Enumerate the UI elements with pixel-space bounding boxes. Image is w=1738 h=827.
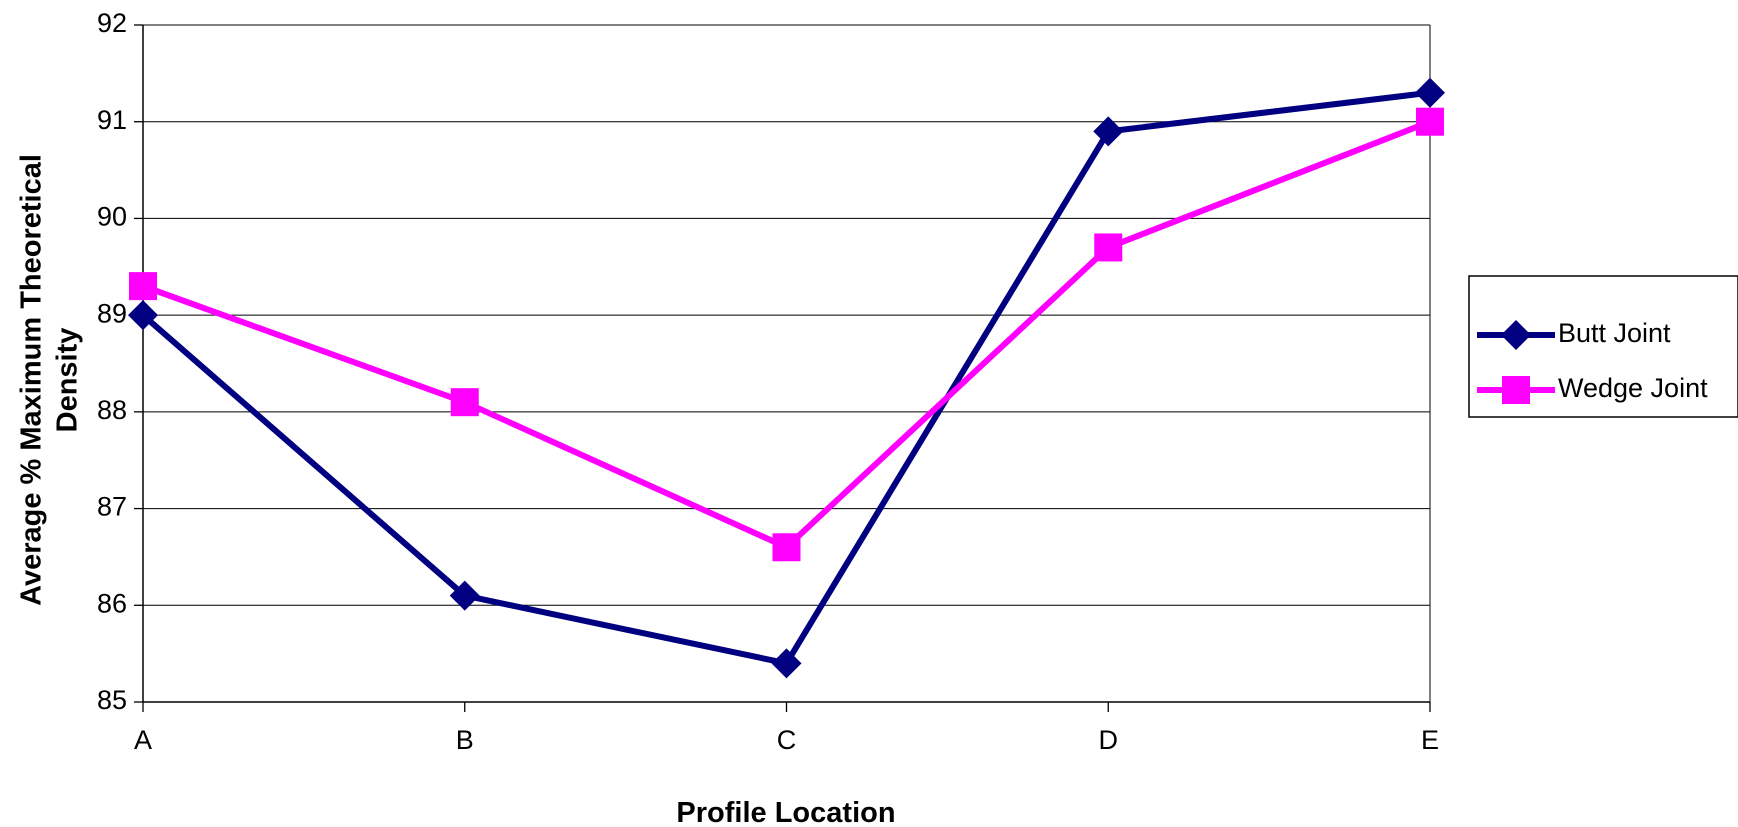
legend-swatch-marker — [1501, 320, 1531, 350]
data-point-square — [772, 533, 801, 562]
series-butt-joint — [128, 77, 1445, 679]
y-axis-title-line-2: Density — [52, 328, 84, 433]
data-point-square — [1416, 107, 1444, 136]
legend-entry: Wedge Joint — [1477, 373, 1708, 404]
y-tick-labels: 85 86 87 88 89 90 91 92 — [97, 8, 127, 715]
y-tick-label: 89 — [97, 298, 127, 328]
y-tick-label: 91 — [97, 105, 127, 135]
x-tick-label: A — [134, 725, 152, 755]
legend-label: Wedge Joint — [1558, 373, 1708, 403]
y-tick-label: 88 — [97, 395, 127, 425]
y-axis-title-line-1: Average % Maximum Theoretical — [16, 154, 48, 606]
y-tick-label: 87 — [97, 492, 127, 522]
data-point-square — [450, 388, 479, 417]
data-point-diamond — [1093, 116, 1124, 147]
x-axis-title: Profile Location — [676, 797, 895, 827]
y-tick-label: 86 — [97, 588, 127, 618]
y-tick-label: 92 — [97, 8, 127, 38]
legend-swatch-marker — [1502, 376, 1530, 404]
x-tick-label: C — [777, 725, 797, 755]
data-point-diamond — [449, 580, 480, 611]
data-point-diamond — [1415, 77, 1445, 108]
series-wedge-joint — [129, 107, 1444, 562]
y-axis-title: Average % Maximum Theoretical Density — [16, 154, 84, 606]
x-tick-label: B — [456, 725, 474, 755]
series-line — [141, 89, 1431, 667]
y-tick-label: 90 — [97, 202, 127, 232]
legend-label: Butt Joint — [1558, 318, 1671, 348]
legend: Butt Joint Wedge Joint — [1468, 275, 1738, 418]
series — [128, 77, 1445, 679]
data-point-diamond — [771, 648, 802, 679]
x-tick-label: D — [1099, 725, 1119, 755]
x-tick-label: E — [1421, 725, 1439, 755]
x-tick-labels: A B C D E — [134, 725, 1439, 755]
legend-entry: Butt Joint — [1477, 318, 1671, 350]
data-point-square — [129, 272, 157, 301]
gridlines — [143, 24, 1430, 703]
y-tick-label: 85 — [97, 685, 127, 715]
data-point-diamond — [128, 300, 158, 331]
axes — [134, 24, 1431, 712]
data-point-square — [1094, 233, 1123, 262]
